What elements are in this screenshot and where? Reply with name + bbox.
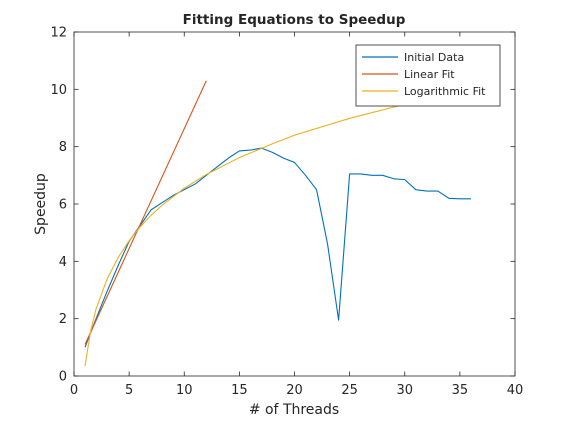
x-tick-label: 15 — [231, 383, 248, 398]
x-tick-label: 0 — [70, 383, 78, 398]
legend-label-initial-data: Initial Data — [404, 51, 464, 64]
y-tick-label: 4 — [59, 255, 67, 270]
legend: Initial Data Linear Fit Logarithmic Fit — [355, 44, 501, 107]
series-line-initial-data — [84, 147, 471, 348]
x-tick-label: 35 — [452, 383, 469, 398]
y-tick-label: 2 — [59, 312, 67, 327]
series-layer — [84, 80, 483, 367]
y-tick-label: 10 — [50, 83, 67, 98]
x-tick-label: 20 — [286, 383, 303, 398]
x-tick-label: 5 — [125, 383, 133, 398]
legend-label-logarithmic-fit: Logarithmic Fit — [404, 85, 486, 98]
x-tick-label: 30 — [396, 383, 413, 398]
x-tick-label: 40 — [507, 383, 524, 398]
axes: 0 5 10 15 20 25 30 35 40 0 2 4 6 8 10 12 — [50, 26, 523, 399]
chart-title: Fitting Equations to Speedup — [183, 12, 406, 28]
y-axis-label: Speedup — [33, 173, 49, 235]
series-line-linear-fit — [84, 80, 207, 345]
series-line-logarithmic-fit — [84, 87, 483, 367]
legend-label-linear-fit: Linear Fit — [404, 68, 455, 81]
y-tick-label: 0 — [59, 370, 67, 385]
x-tick-label: 25 — [341, 383, 358, 398]
legend-box — [355, 44, 501, 107]
y-tick-label: 6 — [59, 198, 67, 213]
x-axis-label: # of Threads — [249, 402, 339, 418]
y-tick-label: 8 — [59, 140, 67, 155]
y-tick-label: 12 — [50, 26, 67, 41]
x-tick-label: 10 — [176, 383, 193, 398]
